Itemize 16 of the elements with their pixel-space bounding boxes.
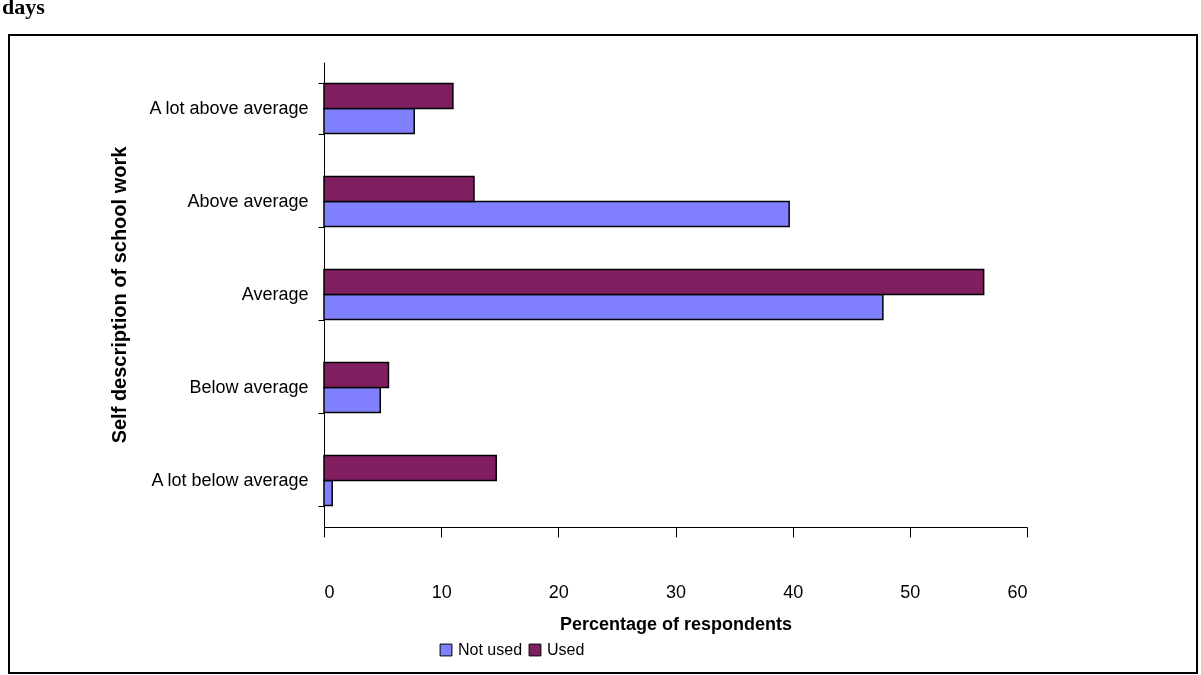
x-tick-label: 30 [665, 581, 687, 602]
x-tick-label: 40 [783, 581, 804, 602]
y-axis-title: Self description of school work [108, 145, 131, 444]
x-tick-label: 20 [548, 581, 569, 602]
y-tick-label: A lot above average [149, 98, 309, 118]
x-tick-label: 10 [431, 581, 452, 602]
legend-label: Not used [458, 641, 523, 658]
x-tick-label: 60 [1007, 581, 1028, 602]
x-axis-title: Percentage of respondents [559, 613, 793, 634]
y-tick-label: Average [241, 284, 309, 304]
y-tick-label: A lot below average [151, 470, 309, 490]
x-tick-label: 50 [900, 581, 921, 602]
y-tick-label: Above average [187, 191, 309, 211]
x-tick-label: 0 [324, 581, 335, 602]
y-tick-label: Below average [189, 377, 309, 397]
legend-label: Used [547, 641, 585, 658]
